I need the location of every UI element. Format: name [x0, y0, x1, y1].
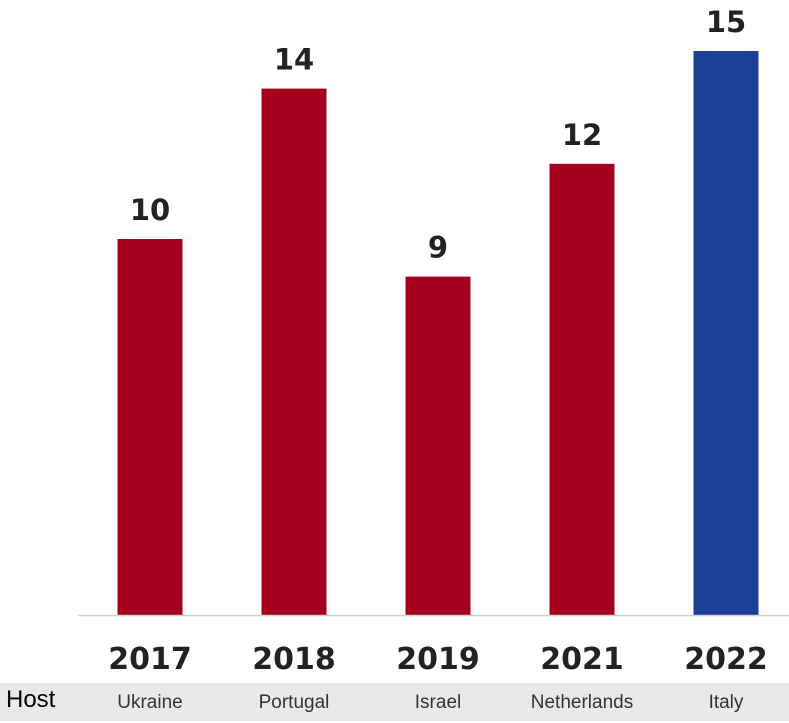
tick-label-2017: 2017: [108, 642, 192, 677]
host-cell-2018: Portugal: [258, 692, 330, 713]
tick-label-2019: 2019: [396, 642, 480, 677]
value-label-2017: 10: [130, 193, 170, 227]
x-tick-labels-group: 2017 2018 2019 2021 2022: [108, 642, 768, 677]
value-label-2018: 14: [274, 43, 314, 77]
bar-2017: [117, 239, 183, 615]
host-row-title: Host: [6, 686, 56, 713]
tick-label-2022: 2022: [684, 642, 768, 677]
host-cell-2019: Israel: [414, 692, 462, 713]
tick-label-2021: 2021: [540, 642, 624, 677]
bar-2019: [405, 276, 471, 615]
bar-2018: [261, 88, 327, 616]
value-label-2021: 12: [562, 118, 602, 152]
value-label-2022: 15: [706, 5, 746, 39]
bar-2022: [693, 51, 759, 615]
host-cell-2022: Italy: [708, 692, 744, 713]
tick-label-2018: 2018: [252, 642, 336, 677]
bars-group: [117, 51, 759, 616]
bar-chart: 10 14 9 12 15 2017 2018 2019 2021 2022: [78, 5, 789, 677]
host-row: Host Ukraine Portugal Israel Netherlands…: [0, 683, 789, 721]
host-cell-2021: Netherlands: [530, 692, 634, 713]
value-label-2019: 9: [428, 231, 448, 265]
value-labels-group: 10 14 9 12 15: [130, 5, 746, 265]
bar-2021: [549, 163, 615, 616]
host-cell-2017: Ukraine: [117, 692, 183, 713]
